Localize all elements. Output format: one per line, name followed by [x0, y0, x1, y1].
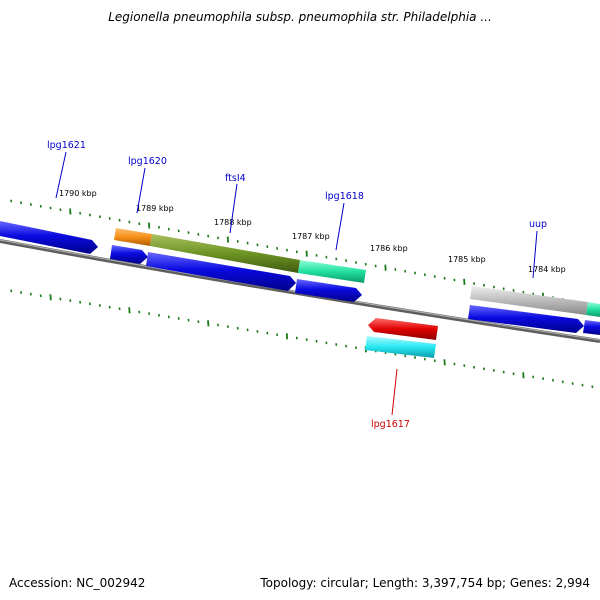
- cds-arrow-left[interactable]: [0, 221, 98, 254]
- leader-ftsI4: [229, 183, 238, 234]
- gray-feature[interactable]: [470, 286, 588, 315]
- genome-stats-text: Topology: circular; Length: 3,397,754 bp…: [260, 576, 590, 590]
- olive-feature[interactable]: [150, 234, 300, 273]
- leader-lpg1618: [335, 202, 345, 251]
- tick-label-1787: 1787 kbp: [292, 232, 330, 241]
- tick-label-1785: 1785 kbp: [448, 255, 486, 264]
- cyan-feature[interactable]: [365, 336, 436, 358]
- teal-feature-right[interactable]: [586, 302, 600, 317]
- cds-arrow-5[interactable]: [583, 320, 600, 335]
- leader-lpg1621: [55, 151, 67, 199]
- tick-label-1789: 1789 kbp: [136, 204, 174, 213]
- map-title: Legionella pneumophila subsp. pneumophil…: [108, 10, 492, 24]
- tick-label-1786: 1786 kbp: [370, 244, 408, 253]
- orange-feature[interactable]: [114, 228, 152, 246]
- accession-text: Accession: NC_002942: [9, 576, 146, 590]
- tick-label-1784: 1784 kbp: [528, 265, 566, 274]
- tick-label-1788: 1788 kbp: [214, 218, 252, 227]
- cds-arrow-4[interactable]: [468, 305, 584, 333]
- gene-label-lpg1618[interactable]: lpg1618: [325, 191, 364, 202]
- gene-label-uup[interactable]: uup: [529, 219, 547, 230]
- leader-lpg1620: [136, 167, 146, 214]
- gene-label-lpg1617[interactable]: lpg1617: [371, 419, 410, 430]
- inner-tick-row: [10, 289, 594, 389]
- red-feature[interactable]: [368, 318, 438, 340]
- leader-uup: [532, 230, 538, 279]
- cds-arrow-3[interactable]: [295, 279, 362, 302]
- teal-feature[interactable]: [298, 260, 366, 283]
- tick-label-1790: 1790 kbp: [59, 189, 97, 198]
- cds-arrow-1[interactable]: [110, 245, 148, 264]
- cds-arrow-2[interactable]: [146, 252, 296, 291]
- gene-label-ftsI4[interactable]: ftsI4: [225, 173, 246, 184]
- gene-label-lpg1621[interactable]: lpg1621: [47, 140, 86, 151]
- leader-lpg1617: [391, 368, 398, 416]
- gene-label-lpg1620[interactable]: lpg1620: [128, 156, 167, 167]
